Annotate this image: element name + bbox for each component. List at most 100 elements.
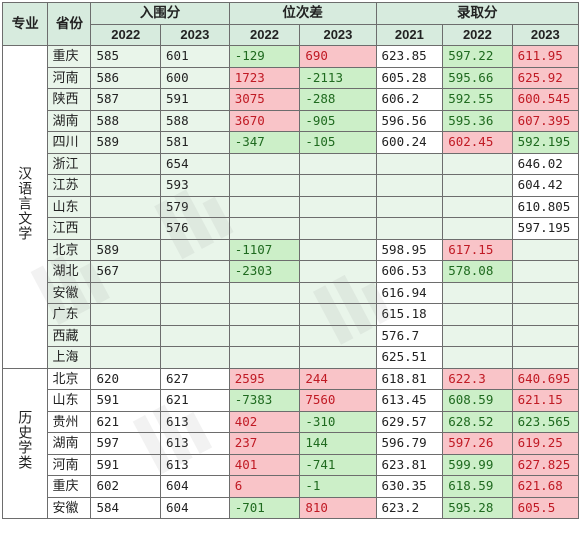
major-label: 历史学类 [17, 410, 34, 471]
rank-diff-2022-cell: -347 [228, 131, 301, 154]
rank-diff-2022-cell [228, 346, 301, 369]
admit-2021-cell: 629.57 [375, 410, 444, 433]
admit-2021-cell: 618.81 [375, 367, 444, 390]
entry-2022-cell: 621 [90, 410, 162, 433]
admit-2023-cell: 611.95 [511, 45, 579, 68]
entry-2023-cell: 588 [160, 109, 230, 132]
entry-2023-cell: 613 [160, 410, 230, 433]
admit-2023-cell: 627.825 [511, 453, 579, 476]
admit-2023-cell: 604.42 [511, 174, 579, 197]
entry-2023-cell: 600 [160, 66, 230, 89]
admit-2021-cell: 598.95 [375, 238, 444, 261]
admit-2021-cell: 596.56 [375, 109, 444, 132]
rank-diff-2023-cell [299, 281, 377, 304]
admit-2023-cell [511, 303, 579, 326]
admit-2023-cell: 597.195 [511, 217, 579, 240]
rank-diff-2022-cell [228, 217, 301, 240]
entry-2023-cell [160, 324, 230, 347]
entry-2022-cell: 589 [90, 131, 162, 154]
rank-diff-2022-cell [228, 152, 301, 175]
admit-2023-cell: 592.195 [511, 131, 579, 154]
entry-2022-cell: 602 [90, 475, 162, 498]
table-row: 西藏 576.7 [3, 324, 579, 347]
header-entry-2023: 2023 [160, 23, 230, 46]
table-row: 北京 589 -1107 598.95 617.15 [3, 238, 579, 261]
admit-2023-cell: 619.25 [511, 432, 579, 455]
table-row: 江西 576 597.195 [3, 217, 579, 240]
province-cell: 北京 [47, 367, 92, 390]
admit-2021-cell [375, 217, 444, 240]
province-cell: 广东 [47, 303, 92, 326]
entry-2023-cell: 613 [160, 453, 230, 476]
admit-2021-cell: 576.7 [375, 324, 444, 347]
entry-2023-cell [160, 260, 230, 283]
table-row: 湖南 597 613 237 144 596.79 597.26 619.25 [3, 432, 579, 455]
rank-diff-2023-cell [299, 217, 377, 240]
admit-2021-cell: 625.51 [375, 346, 444, 369]
rank-diff-2022-cell: 2595 [228, 367, 301, 390]
table-row: 河南 591 613 401 -741 623.81 599.99 627.825 [3, 453, 579, 476]
table-row: 湖南 588 588 3670 -905 596.56 595.36 607.395 [3, 109, 579, 132]
entry-2022-cell: 585 [90, 45, 162, 68]
admit-2022-cell: 578.08 [442, 260, 513, 283]
entry-2023-cell: 591 [160, 88, 230, 111]
admit-2021-cell: 615.18 [375, 303, 444, 326]
entry-2022-cell [90, 324, 162, 347]
admit-2021-cell: 606.2 [375, 88, 444, 111]
rank-diff-2022-cell: 1723 [228, 66, 301, 89]
entry-2022-cell [90, 195, 162, 218]
admit-2023-cell: 605.5 [511, 496, 579, 519]
admit-2021-cell: 596.79 [375, 432, 444, 455]
header-rank-2023: 2023 [299, 23, 377, 46]
entry-2023-cell: 654 [160, 152, 230, 175]
province-cell: 重庆 [47, 475, 92, 498]
admit-2022-cell: 602.45 [442, 131, 513, 154]
rank-diff-2022-cell: 3670 [228, 109, 301, 132]
table-row: 陕西 587 591 3075 -288 606.2 592.55 600.545 [3, 88, 579, 111]
rank-diff-2022-cell: 401 [228, 453, 301, 476]
province-cell: 江西 [47, 217, 92, 240]
province-cell: 湖北 [47, 260, 92, 283]
header-admit-2021: 2021 [375, 23, 444, 46]
admit-2023-cell: 610.805 [511, 195, 579, 218]
table-row: 安徽 584 604 -701 810 623.2 595.28 605.5 [3, 496, 579, 519]
header-admit-2022: 2022 [442, 23, 513, 46]
admit-2022-cell: 595.28 [442, 496, 513, 519]
entry-2022-cell [90, 152, 162, 175]
admit-2021-cell [375, 152, 444, 175]
rank-diff-2023-cell: -1 [299, 475, 377, 498]
entry-2023-cell [160, 346, 230, 369]
admit-2021-cell: 616.94 [375, 281, 444, 304]
province-cell: 四川 [47, 131, 92, 154]
table-row: 重庆 602 604 6 -1 630.35 618.59 621.68 [3, 475, 579, 498]
table-row: 安徽 616.94 [3, 281, 579, 304]
rank-diff-2023-cell: -741 [299, 453, 377, 476]
admit-2022-cell [442, 174, 513, 197]
entry-2022-cell: 587 [90, 88, 162, 111]
admit-2022-cell: 592.55 [442, 88, 513, 111]
entry-2023-cell: 601 [160, 45, 230, 68]
table-row: 山东 591 621 -7383 7560 613.45 608.59 621.15 [3, 389, 579, 412]
entry-2023-cell [160, 281, 230, 304]
entry-2022-cell [90, 217, 162, 240]
rank-diff-2022-cell: -701 [228, 496, 301, 519]
table-row: 上海 625.51 [3, 346, 579, 369]
entry-2022-cell: 584 [90, 496, 162, 519]
admit-2023-cell [511, 238, 579, 261]
table-row: 贵州 621 613 402 -310 629.57 628.52 623.565 [3, 410, 579, 433]
admit-2023-cell: 623.565 [511, 410, 579, 433]
admit-2021-cell [375, 174, 444, 197]
entry-2023-cell [160, 238, 230, 261]
rank-diff-2023-cell: -105 [299, 131, 377, 154]
admit-2022-cell [442, 281, 513, 304]
admit-2021-cell: 630.35 [375, 475, 444, 498]
admit-2022-cell: 608.59 [442, 389, 513, 412]
entry-2023-cell: 621 [160, 389, 230, 412]
admit-2022-cell: 622.3 [442, 367, 513, 390]
admit-2023-cell: 607.395 [511, 109, 579, 132]
rank-diff-2022-cell [228, 303, 301, 326]
rank-diff-2023-cell [299, 324, 377, 347]
entry-2022-cell: 597 [90, 432, 162, 455]
entry-2023-cell: 593 [160, 174, 230, 197]
admit-2023-cell: 621.68 [511, 475, 579, 498]
